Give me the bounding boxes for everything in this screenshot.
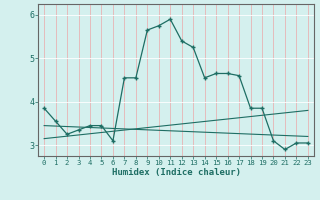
X-axis label: Humidex (Indice chaleur): Humidex (Indice chaleur) bbox=[111, 168, 241, 177]
